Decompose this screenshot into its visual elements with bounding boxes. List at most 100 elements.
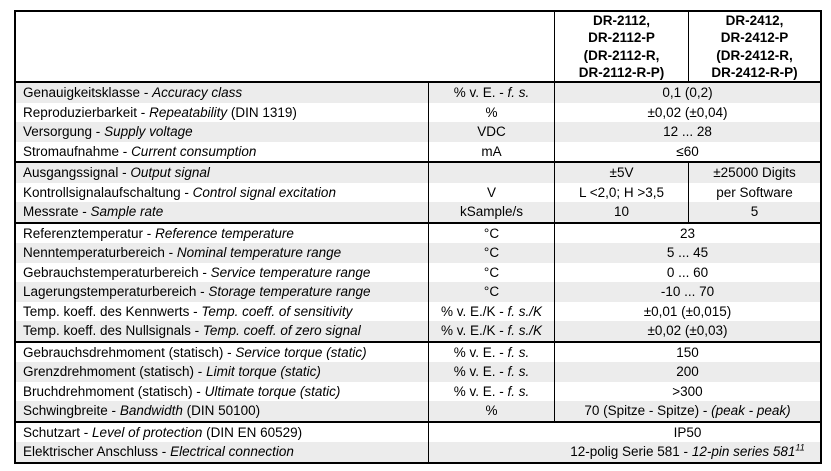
label-en: Control signal excitation xyxy=(192,184,336,200)
unit-text-italic: f. s. xyxy=(507,364,530,379)
value-text: ±5V xyxy=(609,165,634,180)
label-en: Electrical connection xyxy=(170,444,294,459)
section-torque: Gebrauchsdrehmoment (statisch) - Service… xyxy=(16,340,820,421)
label-en: Temp. coeff. of sensitivity xyxy=(201,303,353,319)
table-row: Gebrauchstemperaturbereich - Service tem… xyxy=(16,262,820,282)
table-row: Elektrischer Anschluss - Electrical conn… xyxy=(16,442,820,462)
label-en: Reference temperature xyxy=(155,225,294,241)
label-de: Messrate - xyxy=(23,204,87,219)
label-en: Current consumption xyxy=(131,143,257,159)
label-de: Nenntemperaturbereich - xyxy=(23,245,174,260)
value-cell-dr2412: ±25000 Digits xyxy=(688,163,820,183)
label-en: Service torque (static) xyxy=(235,344,367,360)
unit-text: % v. E. - xyxy=(453,344,504,360)
unit-cell: °C xyxy=(428,282,554,302)
value-cell: 0 ... 60 xyxy=(554,262,820,282)
value-text-italic: 12-pin series 581 xyxy=(691,444,796,459)
unit-cell: % xyxy=(428,102,554,122)
value-text-italic: (peak - peak) xyxy=(711,403,791,418)
unit-text-italic: f. s./K xyxy=(507,303,543,319)
unit-cell: °C xyxy=(428,243,554,263)
value-cell: 200 xyxy=(554,362,820,382)
row-label: Ausgangssignal - Output signal xyxy=(16,163,428,183)
value-text: IP50 xyxy=(673,424,702,440)
value-cell: ±0,01 (±0,015) xyxy=(554,301,820,321)
value-text: ±0,02 (±0,03) xyxy=(647,323,728,338)
section-temperature: Referenztemperatur - Reference temperatu… xyxy=(16,221,820,341)
value-text: ±0,02 (±0,04) xyxy=(647,104,728,120)
table-row: Reproduzierbarkeit - Repeatability (DIN … xyxy=(16,102,820,122)
value-text: L <2,0; H >3,5 xyxy=(578,184,665,200)
label-en: Temp. coeff. of zero signal xyxy=(202,323,361,338)
row-label: Temp. koeff. des Nullsignals - Temp. coe… xyxy=(16,321,428,341)
label-en: Supply voltage xyxy=(104,124,193,139)
label-de: Elektrischer Anschluss - xyxy=(23,444,167,459)
value-text: 200 xyxy=(676,364,699,379)
value-cell: 0,1 (0,2) xyxy=(554,83,820,103)
value-cell: 150 xyxy=(554,342,820,362)
value-text: >300 xyxy=(672,383,703,399)
row-label: Versorgung - Supply voltage xyxy=(16,122,428,142)
value-text: ≤60 xyxy=(676,143,699,159)
label-en: Ultimate torque (static) xyxy=(204,383,341,399)
unit-text-italic: f. s. xyxy=(507,344,530,360)
row-label: Nenntemperaturbereich - Nominal temperat… xyxy=(16,243,428,263)
table-row: Referenztemperatur - Reference temperatu… xyxy=(16,223,820,243)
value-cell: 70 (Spitze - Spitze) - (peak - peak) xyxy=(554,401,820,421)
table-row: Kontrollsignalaufschaltung - Control sig… xyxy=(16,182,820,203)
unit-cell: % v. E./K - f. s./K xyxy=(428,321,554,341)
table-row: Schutzart - Level of protection (DIN EN … xyxy=(16,422,820,442)
table-row: Temp. koeff. des Nullsignals - Temp. coe… xyxy=(16,321,820,341)
row-label: Lagerungstemperaturbereich - Storage tem… xyxy=(16,282,428,302)
header-model-dr2112: DR-2112, DR-2112-P (DR-2112-R, DR-2112-R… xyxy=(554,12,688,81)
value-text: per Software xyxy=(716,184,793,200)
label-en: Bandwidth xyxy=(119,403,183,418)
unit-cell: % v. E. - f. s. xyxy=(428,83,554,103)
label-en: Service temperature range xyxy=(210,264,371,280)
unit-cell: mA xyxy=(428,141,554,161)
label-de: Genauigkeitsklasse - xyxy=(23,85,149,100)
row-label: Messrate - Sample rate xyxy=(16,202,428,222)
label-de: Lagerungstemperaturbereich - xyxy=(23,284,205,299)
value-text: ±0,01 (±0,015) xyxy=(643,303,732,319)
value-text: 5 xyxy=(750,204,759,219)
unit-text: V xyxy=(486,184,496,200)
value-cell: 23 xyxy=(554,223,820,243)
label-suffix: (DIN 1319) xyxy=(230,104,297,120)
value-text: 12 ... 28 xyxy=(663,124,712,139)
table-row: Schwingbreite - Bandwidth (DIN 50100) % … xyxy=(16,401,820,421)
header-model-dr2412: DR-2412, DR-2412-P (DR-2412-R, DR-2412-R… xyxy=(688,12,820,81)
value-cell-dr2412: per Software xyxy=(688,182,820,202)
value-cell-dr2112: ±5V xyxy=(554,163,688,183)
value-text: 0,1 (0,2) xyxy=(662,85,713,100)
unit-cell xyxy=(428,163,554,183)
unit-text: % xyxy=(485,403,498,418)
spec-table: DR-2112, DR-2112-P (DR-2112-R, DR-2112-R… xyxy=(14,10,822,464)
unit-text: °C xyxy=(483,284,500,299)
value-text: 70 (Spitze - Spitze) - xyxy=(584,403,708,418)
row-label: Gebrauchsdrehmoment (statisch) - Service… xyxy=(16,343,428,363)
label-de: Versorgung - xyxy=(23,124,101,139)
label-de: Referenztemperatur - xyxy=(23,225,152,241)
value-text: 12-polig Serie 581 - xyxy=(570,444,689,459)
unit-text: °C xyxy=(483,245,500,260)
row-label: Elektrischer Anschluss - Electrical conn… xyxy=(16,442,428,462)
unit-cell: % v. E. - f. s. xyxy=(428,381,554,401)
value-cell-merged: 12-polig Serie 581 - 12-pin series 58111 xyxy=(428,442,820,462)
unit-cell: kSample/s xyxy=(428,202,554,222)
label-en: Output signal xyxy=(130,165,210,180)
row-label: Bruchdrehmoment (statisch) - Ultimate to… xyxy=(16,382,428,402)
value-cell: ±0,02 (±0,03) xyxy=(554,321,820,341)
row-label: Kontrollsignalaufschaltung - Control sig… xyxy=(16,183,428,203)
value-cell: ≤60 xyxy=(554,141,820,161)
section-connection: Schutzart - Level of protection (DIN EN … xyxy=(16,420,820,462)
row-label: Schwingbreite - Bandwidth (DIN 50100) xyxy=(16,401,428,421)
table-row: Stromaufnahme - Current consumption mA ≤… xyxy=(16,141,820,161)
unit-cell: °C xyxy=(428,262,554,282)
unit-cell: % xyxy=(428,401,554,421)
value-cell-merged: IP50 xyxy=(428,422,820,442)
unit-text: % v. E. - xyxy=(453,85,504,100)
unit-cell: % v. E. - f. s. xyxy=(428,362,554,382)
label-en: Limit torque (static) xyxy=(206,364,321,379)
label-de: Bruchdrehmoment (statisch) - xyxy=(23,383,201,399)
